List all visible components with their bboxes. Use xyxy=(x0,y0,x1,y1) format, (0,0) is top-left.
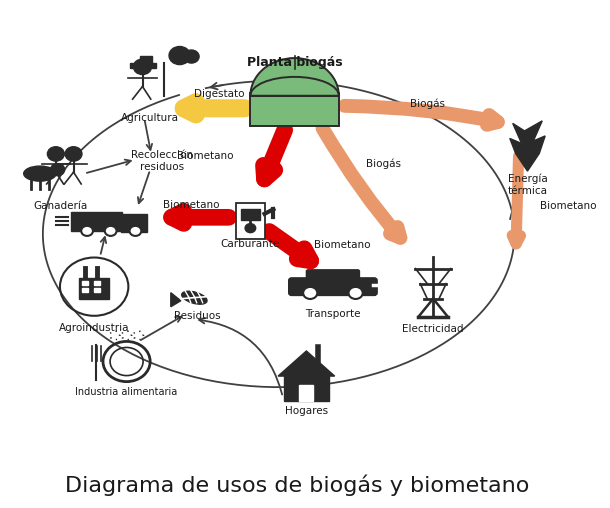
FancyBboxPatch shape xyxy=(300,385,314,401)
Text: Residuos: Residuos xyxy=(174,311,221,321)
Polygon shape xyxy=(510,121,545,171)
Circle shape xyxy=(51,164,65,176)
Circle shape xyxy=(129,226,142,236)
FancyBboxPatch shape xyxy=(250,93,339,126)
Text: Industria alimentaria: Industria alimentaria xyxy=(76,387,178,397)
Text: Biogás: Biogás xyxy=(410,98,445,109)
FancyBboxPatch shape xyxy=(82,288,88,292)
Polygon shape xyxy=(171,293,181,307)
Ellipse shape xyxy=(182,291,207,304)
Text: Agricultura: Agricultura xyxy=(121,113,179,123)
Text: Planta biogás: Planta biogás xyxy=(247,55,342,69)
FancyBboxPatch shape xyxy=(82,280,88,284)
Circle shape xyxy=(303,287,317,299)
Text: Hogares: Hogares xyxy=(285,406,328,416)
Circle shape xyxy=(169,47,190,65)
Circle shape xyxy=(184,50,199,63)
FancyBboxPatch shape xyxy=(140,56,152,63)
FancyBboxPatch shape xyxy=(284,376,329,401)
Circle shape xyxy=(348,287,363,299)
FancyBboxPatch shape xyxy=(79,278,109,299)
FancyBboxPatch shape xyxy=(236,203,265,239)
FancyBboxPatch shape xyxy=(129,62,156,68)
Text: Carburante: Carburante xyxy=(221,239,280,249)
Text: Agroindustria: Agroindustria xyxy=(59,323,129,333)
Circle shape xyxy=(48,147,64,161)
Text: Recolección
residuos: Recolección residuos xyxy=(131,150,193,172)
Text: Biometano: Biometano xyxy=(178,151,234,161)
Text: Biometano: Biometano xyxy=(163,200,220,210)
FancyBboxPatch shape xyxy=(94,280,100,284)
Circle shape xyxy=(81,226,93,236)
Text: Biometano: Biometano xyxy=(314,240,370,250)
Text: Digestato: Digestato xyxy=(195,89,245,99)
Circle shape xyxy=(105,226,117,236)
FancyBboxPatch shape xyxy=(71,212,123,231)
FancyBboxPatch shape xyxy=(94,288,100,292)
Text: Electricidad: Electricidad xyxy=(403,325,464,334)
Text: Biometano: Biometano xyxy=(540,201,597,211)
Text: Biogás: Biogás xyxy=(365,158,401,169)
FancyBboxPatch shape xyxy=(306,270,359,283)
FancyBboxPatch shape xyxy=(289,278,377,296)
Text: Ganadería: Ganadería xyxy=(34,201,88,211)
Polygon shape xyxy=(278,351,335,376)
Circle shape xyxy=(245,224,256,233)
Circle shape xyxy=(134,59,151,75)
Text: Energía
térmica: Energía térmica xyxy=(508,174,547,196)
FancyBboxPatch shape xyxy=(121,214,147,232)
Wedge shape xyxy=(250,58,339,96)
FancyBboxPatch shape xyxy=(241,209,260,220)
Text: Transporte: Transporte xyxy=(305,309,361,320)
Circle shape xyxy=(65,147,82,161)
Ellipse shape xyxy=(24,166,56,181)
Text: Diagrama de usos de biogás y biometano: Diagrama de usos de biogás y biometano xyxy=(65,474,529,496)
